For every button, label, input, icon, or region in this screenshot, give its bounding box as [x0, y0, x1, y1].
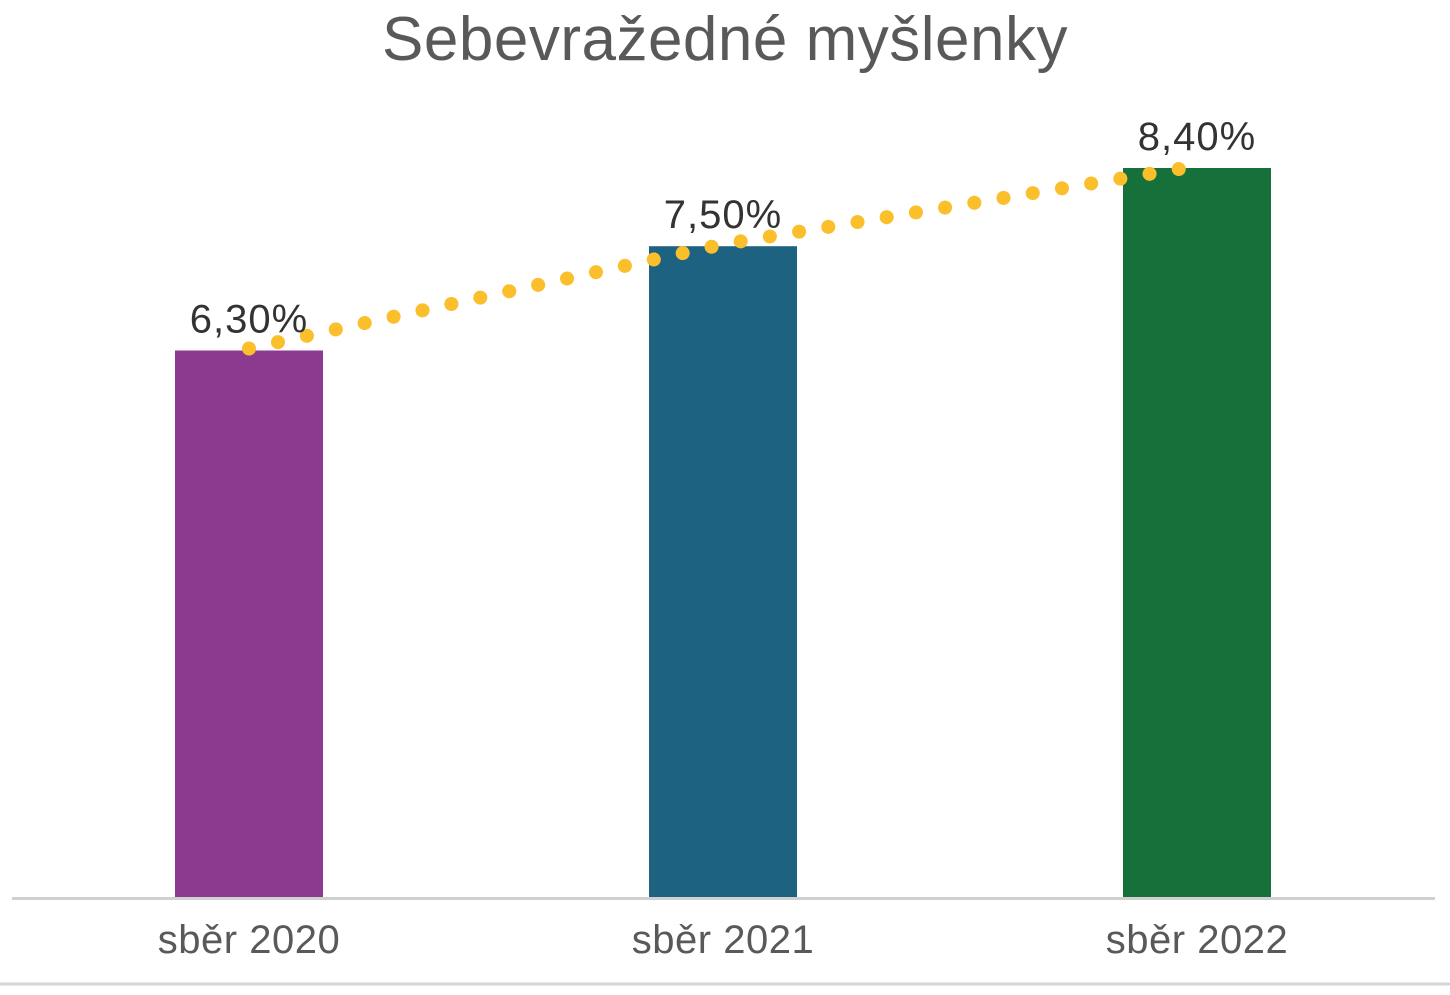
chart-title: Sebevražedné myšlenky — [382, 5, 1068, 74]
bars-layer — [175, 168, 1271, 898]
x-tick-label-3: sběr 2022 — [1106, 918, 1288, 962]
trendline — [242, 159, 1204, 356]
bar-2 — [649, 246, 797, 898]
trendline-layer — [242, 159, 1204, 356]
x-tick-label-2: sběr 2021 — [632, 918, 814, 962]
bar-1 — [175, 350, 323, 898]
x-tick-label-1: sběr 2020 — [158, 918, 340, 962]
data-label-3: 8,40% — [1138, 115, 1256, 159]
data-label-1: 6,30% — [190, 298, 308, 342]
x-tick-labels-layer: sběr 2020 sběr 2021 sběr 2022 — [158, 918, 1288, 962]
data-label-2: 7,50% — [664, 193, 782, 237]
bar-3 — [1123, 168, 1271, 898]
data-labels-layer: 6,30% 7,50% 8,40% — [190, 115, 1256, 342]
